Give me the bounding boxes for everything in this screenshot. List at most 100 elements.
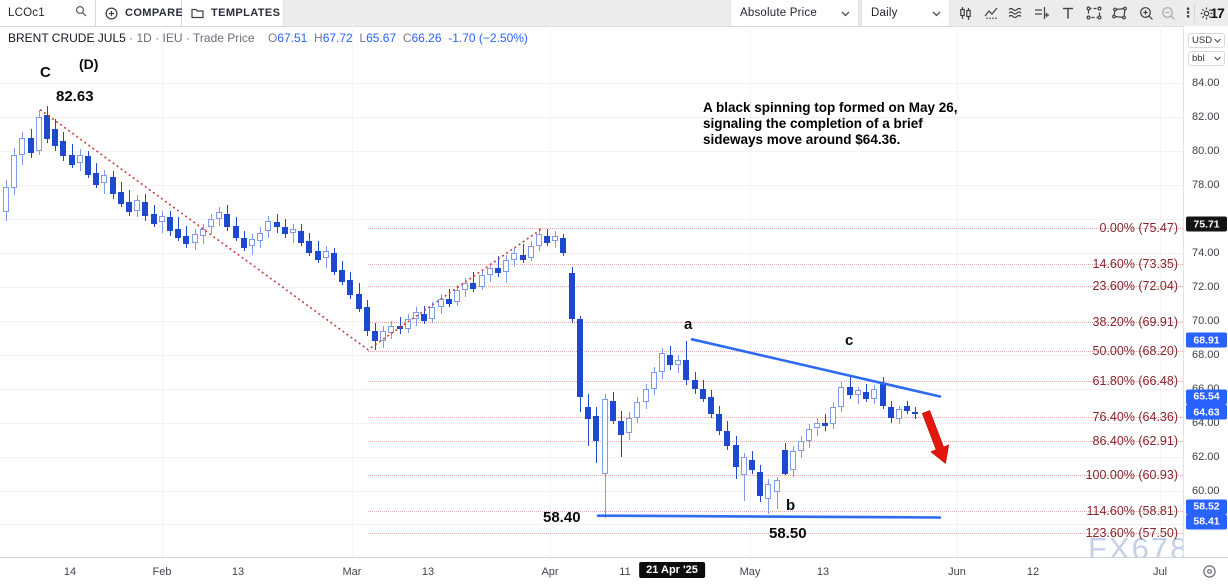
fib-level-label: 114.60% (58.81) xyxy=(1086,503,1179,518)
note-line: signaling the completion of a brief xyxy=(703,116,923,131)
axis-settings-gear-icon[interactable] xyxy=(1202,564,1217,584)
candle xyxy=(643,388,649,403)
zoom-in-icon[interactable] xyxy=(1136,3,1156,23)
fib-level-line[interactable] xyxy=(368,532,1183,534)
compare-scales-icon[interactable] xyxy=(1032,3,1052,23)
candle xyxy=(871,388,877,399)
compare-plus-icon xyxy=(105,6,118,20)
gridline-horizontal xyxy=(0,456,1183,458)
change-value: -1.70 (−2.50%) xyxy=(448,31,528,45)
resistance-trendline-ac[interactable] xyxy=(690,338,942,398)
candle xyxy=(610,400,616,421)
candle xyxy=(134,200,140,211)
symbol-search-box[interactable]: LCOc1 xyxy=(0,0,95,26)
candle xyxy=(790,451,796,471)
candle xyxy=(733,444,739,467)
candle xyxy=(782,449,788,474)
wave-label: c xyxy=(845,332,854,349)
wave-label: (D) xyxy=(79,56,99,72)
candle xyxy=(765,483,771,499)
indicators-icon[interactable] xyxy=(982,3,1002,23)
price-tick: 72.00 xyxy=(1192,280,1220,293)
zoom-out-icon[interactable] xyxy=(1158,3,1178,23)
fib-level-label: 0.00% (75.47) xyxy=(1099,221,1178,235)
polygon-tool-icon[interactable] xyxy=(1110,3,1130,23)
candle-wick xyxy=(177,217,179,242)
price-label-blue: 58.52 xyxy=(1186,499,1227,514)
templates-button[interactable]: TEMPLATES xyxy=(182,0,283,26)
gridline-horizontal xyxy=(0,320,1183,322)
gridline-horizontal xyxy=(0,185,1183,187)
time-tick: May xyxy=(739,566,761,578)
candle xyxy=(757,471,763,496)
fib-level-line[interactable] xyxy=(368,416,1183,418)
fib-level-line[interactable] xyxy=(368,441,1183,443)
symbol-ohlc-header: BRENT CRUDE JUL5 · 1D · IEU · Trade Pric… xyxy=(8,31,528,45)
settings-gear-icon[interactable] xyxy=(1196,3,1216,23)
candle xyxy=(470,283,476,289)
waves-icon[interactable] xyxy=(1006,3,1026,23)
selected-date-badge: 21 Apr '25 xyxy=(639,562,705,578)
candle xyxy=(552,235,558,242)
candle-wick xyxy=(497,256,499,277)
price-axis[interactable]: USD bbl 84.00 82.00 80.00 78.00 74.00 72.00 70… xyxy=(1183,26,1228,557)
fib-level-line[interactable] xyxy=(368,474,1183,476)
fib-level-line[interactable] xyxy=(368,228,1183,229)
candle-style-icon[interactable] xyxy=(955,3,975,23)
candle xyxy=(700,388,706,399)
candle xyxy=(265,220,271,231)
candle xyxy=(233,225,239,238)
candle xyxy=(708,397,714,415)
price-tick: 70.00 xyxy=(1192,314,1220,327)
candle xyxy=(904,405,910,411)
price-tick: 62.00 xyxy=(1192,450,1220,463)
gridline-horizontal xyxy=(0,117,1183,119)
select-rect-icon[interactable] xyxy=(1084,3,1104,23)
exchange-label: IEU xyxy=(162,31,183,45)
fib-level-label: 100.00% (60.93) xyxy=(1085,467,1178,482)
support-line-5840[interactable] xyxy=(596,514,942,519)
down-arrow[interactable] xyxy=(921,410,950,464)
candle-wick xyxy=(448,288,450,308)
fib-level-line[interactable] xyxy=(368,351,1183,353)
candle xyxy=(224,213,230,228)
candle xyxy=(716,414,722,432)
time-axis[interactable]: 21 Apr '25 14 Feb 13 Mar 13 Apr 11 May 13 Jun 12 Ju… xyxy=(0,557,1228,587)
unit-selector[interactable]: bbl xyxy=(1188,51,1225,66)
compare-button[interactable]: COMPARE xyxy=(96,0,183,26)
candle xyxy=(257,232,263,242)
price-mode-select[interactable]: Absolute Price xyxy=(731,0,858,26)
fib-level-line[interactable] xyxy=(368,263,1183,265)
candle xyxy=(511,252,517,260)
candle-wick xyxy=(472,271,474,292)
price-tick: 78.00 xyxy=(1192,179,1220,192)
candle xyxy=(577,319,583,398)
price-mode-value: Absolute Price xyxy=(740,7,817,19)
time-tick: Feb xyxy=(152,566,172,578)
fib-level-line[interactable] xyxy=(368,322,1183,324)
chevron-down-icon xyxy=(1214,56,1221,61)
candle xyxy=(888,407,894,418)
zigzag-trend-dotted-line[interactable] xyxy=(39,108,544,351)
tradingview-logo[interactable]: 17 xyxy=(1210,5,1225,21)
price-tick: 74.00 xyxy=(1192,246,1220,259)
candle xyxy=(69,154,75,165)
more-options-icon[interactable]: ⋮ xyxy=(1181,5,1195,20)
fib-level-line[interactable] xyxy=(368,380,1183,382)
price-tick: 60.00 xyxy=(1192,484,1220,497)
candle xyxy=(838,387,844,408)
interval-label: 1D xyxy=(136,31,152,45)
candle xyxy=(855,390,861,396)
candle xyxy=(560,237,566,253)
candle-wick xyxy=(743,453,745,501)
currency-selector[interactable]: USD xyxy=(1188,33,1225,48)
fib-level-line[interactable] xyxy=(368,286,1183,288)
fib-level-label: 61.80% (66.48) xyxy=(1092,373,1178,388)
fib-level-label: 86.40% (62.91) xyxy=(1092,434,1178,449)
time-tick: Mar xyxy=(342,566,362,578)
gridline-horizontal xyxy=(0,83,1183,85)
interval-select[interactable]: Daily xyxy=(862,0,949,26)
fib-level-line[interactable] xyxy=(368,510,1183,512)
text-tool-icon[interactable] xyxy=(1058,3,1078,23)
